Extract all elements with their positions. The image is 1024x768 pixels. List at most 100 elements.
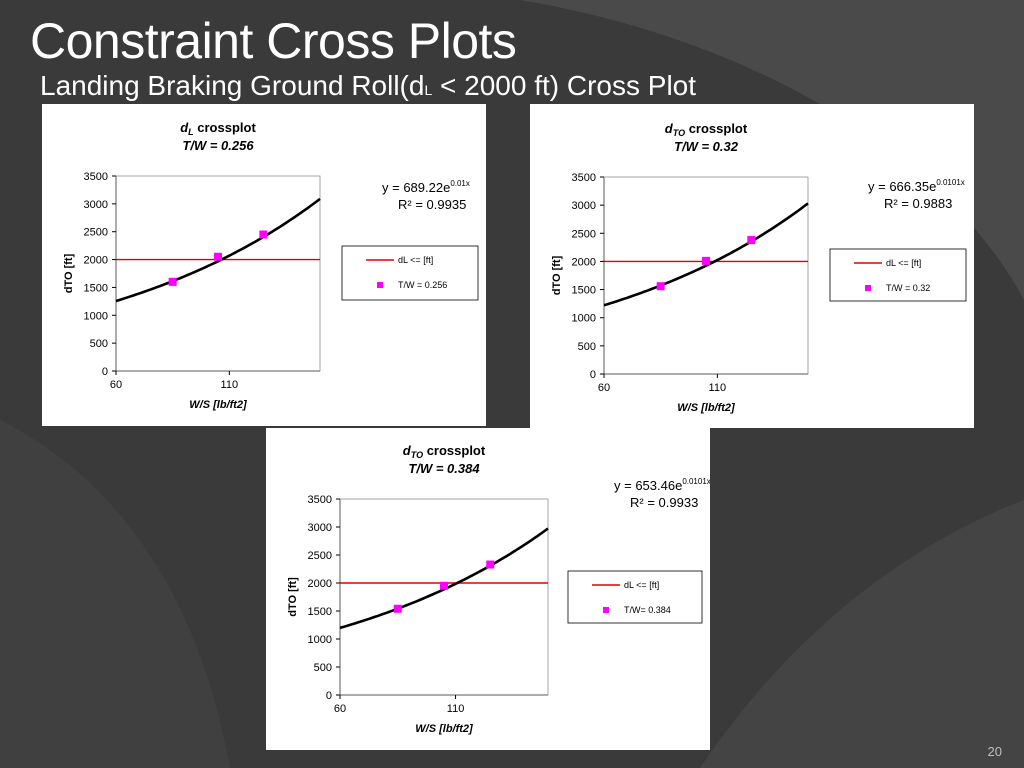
y-tick-label: 3000: [308, 522, 332, 534]
data-point: [393, 604, 402, 613]
subtitle-subscript: L: [424, 82, 433, 98]
chart-subtitle: T/W = 0.256: [182, 138, 254, 153]
chart-title: dL crossplot: [180, 120, 256, 137]
chart-title-rest: crossplot: [685, 121, 748, 136]
y-tick-label: 1500: [84, 282, 108, 294]
subtitle-rest: < 2000 ft) Cross Plot: [432, 70, 697, 101]
slide-title: Constraint Cross Plots: [30, 13, 517, 69]
trendline-equation: y = 653.46e0.0101x: [614, 477, 710, 493]
page-number: 20: [987, 744, 1002, 759]
trendline-equation-exponent: 0.0101x: [936, 178, 964, 187]
y-tick-label: 0: [590, 369, 596, 381]
chart-title-subscript: L: [188, 127, 194, 137]
background-swoosh-left: [0, 420, 230, 768]
data-point: [702, 256, 710, 265]
y-tick-label: 3500: [308, 494, 332, 506]
y-tick-label: 2500: [84, 227, 108, 239]
legend-box: [567, 570, 703, 624]
y-axis-label: dTO [ft]: [551, 255, 563, 295]
background-swoosh-lower: [700, 500, 1024, 768]
y-tick-label: 1000: [84, 310, 108, 322]
trendline-equation-exponent: 0.01x: [450, 179, 470, 188]
legend-series-label: T/W= 0.384: [624, 605, 671, 615]
y-tick-label: 1000: [308, 634, 332, 646]
x-axis-label: W/S [lb/ft2]: [189, 399, 247, 411]
data-point: [486, 560, 495, 569]
chart-title-subscript: TO: [411, 450, 423, 460]
chart-panel-2: dTO crossplot T/W = 0.32 0 500 1000 1500 2000 2…: [530, 104, 974, 428]
y-tick-label: 500: [578, 341, 596, 353]
y-axis-label: dTO [ft]: [63, 253, 75, 293]
x-tick-label: 110: [447, 703, 465, 715]
legend-series-label: T/W = 0.32: [886, 283, 930, 293]
legend-limit-label: dL <= [ft]: [398, 255, 433, 265]
r-squared-label: R² = 0.9935: [398, 197, 466, 212]
chart-subtitle: T/W = 0.384: [408, 461, 480, 476]
x-tick-label: 110: [709, 382, 727, 394]
data-point: [747, 236, 756, 245]
x-axis-label: W/S [lb/ft2]: [677, 402, 735, 414]
data-point: [259, 230, 268, 239]
r-squared-label: R² = 0.9933: [630, 495, 698, 510]
y-tick-label: 2000: [308, 578, 332, 590]
background-swoosh-upper: [520, 0, 1024, 300]
plot-area-border: [115, 175, 321, 372]
plot-area-border: [603, 176, 809, 375]
x-tick-label: 60: [598, 382, 610, 394]
trendline-equation: y = 689.22e0.01x: [382, 179, 470, 195]
chart-panel-3: dTO crossplot T/W = 0.384 0 500 1000 1500 2000…: [266, 428, 710, 750]
slide-subtitle: Landing Braking Ground Roll(dL < 2000 ft…: [40, 70, 696, 102]
legend-series-swatch: [603, 607, 609, 613]
y-tick-label: 3000: [572, 200, 596, 212]
y-tick-label: 2000: [572, 256, 596, 268]
chart-title-subscript: TO: [673, 128, 685, 138]
chart-title-rest: crossplot: [194, 120, 257, 135]
legend-box: [829, 248, 967, 302]
x-tick-label: 110: [221, 379, 239, 391]
y-axis-label: dTO [ft]: [287, 577, 299, 617]
trendline-equation-base: y = 653.46e: [614, 478, 682, 493]
y-tick-label: 1500: [308, 606, 332, 618]
y-tick-label: 3500: [572, 172, 596, 184]
y-tick-label: 2500: [572, 228, 596, 240]
chart-title-variable: d: [665, 121, 674, 136]
data-point: [214, 252, 222, 261]
y-tick-label: 3000: [84, 199, 108, 211]
chart-title: dTO crossplot: [665, 121, 748, 138]
y-tick-label: 0: [326, 690, 332, 702]
x-tick-label: 60: [110, 379, 122, 391]
y-tick-label: 500: [314, 662, 332, 674]
chart-title-rest: crossplot: [423, 443, 486, 458]
chart-subtitle: T/W = 0.32: [674, 139, 739, 154]
legend-series-label: T/W = 0.256: [398, 280, 447, 290]
x-tick-label: 60: [334, 703, 346, 715]
legend-series-swatch: [377, 282, 383, 288]
y-tick-label: 3500: [84, 171, 108, 183]
data-point: [168, 277, 177, 286]
r-squared-label: R² = 0.9883: [884, 196, 952, 211]
legend-box: [341, 245, 479, 301]
chart-title-variable: d: [180, 120, 189, 135]
y-tick-label: 1000: [572, 313, 596, 325]
data-point: [656, 282, 665, 291]
trendline-equation-exponent: 0.0101x: [682, 477, 710, 486]
chart-title: dTO crossplot: [403, 443, 486, 460]
trendline-curve: [339, 527, 549, 630]
y-tick-label: 500: [90, 338, 108, 350]
x-axis-label: W/S [lb/ft2]: [415, 723, 473, 735]
trendline-curve: [603, 202, 809, 307]
trendline-equation-base: y = 666.35e: [868, 179, 936, 194]
chart-panel-1: dL crossplot T/W = 0.256 0 500 1000 1500 2000 2…: [42, 104, 486, 426]
legend-limit-label: dL <= [ft]: [624, 580, 659, 590]
trendline-equation-base: y = 689.22e: [382, 180, 450, 195]
y-tick-label: 2500: [308, 550, 332, 562]
legend-series-swatch: [865, 285, 871, 291]
trendline-curve: [115, 197, 321, 303]
legend-limit-label: dL <= [ft]: [886, 258, 921, 268]
y-tick-label: 2000: [84, 255, 108, 267]
data-point: [440, 581, 448, 590]
